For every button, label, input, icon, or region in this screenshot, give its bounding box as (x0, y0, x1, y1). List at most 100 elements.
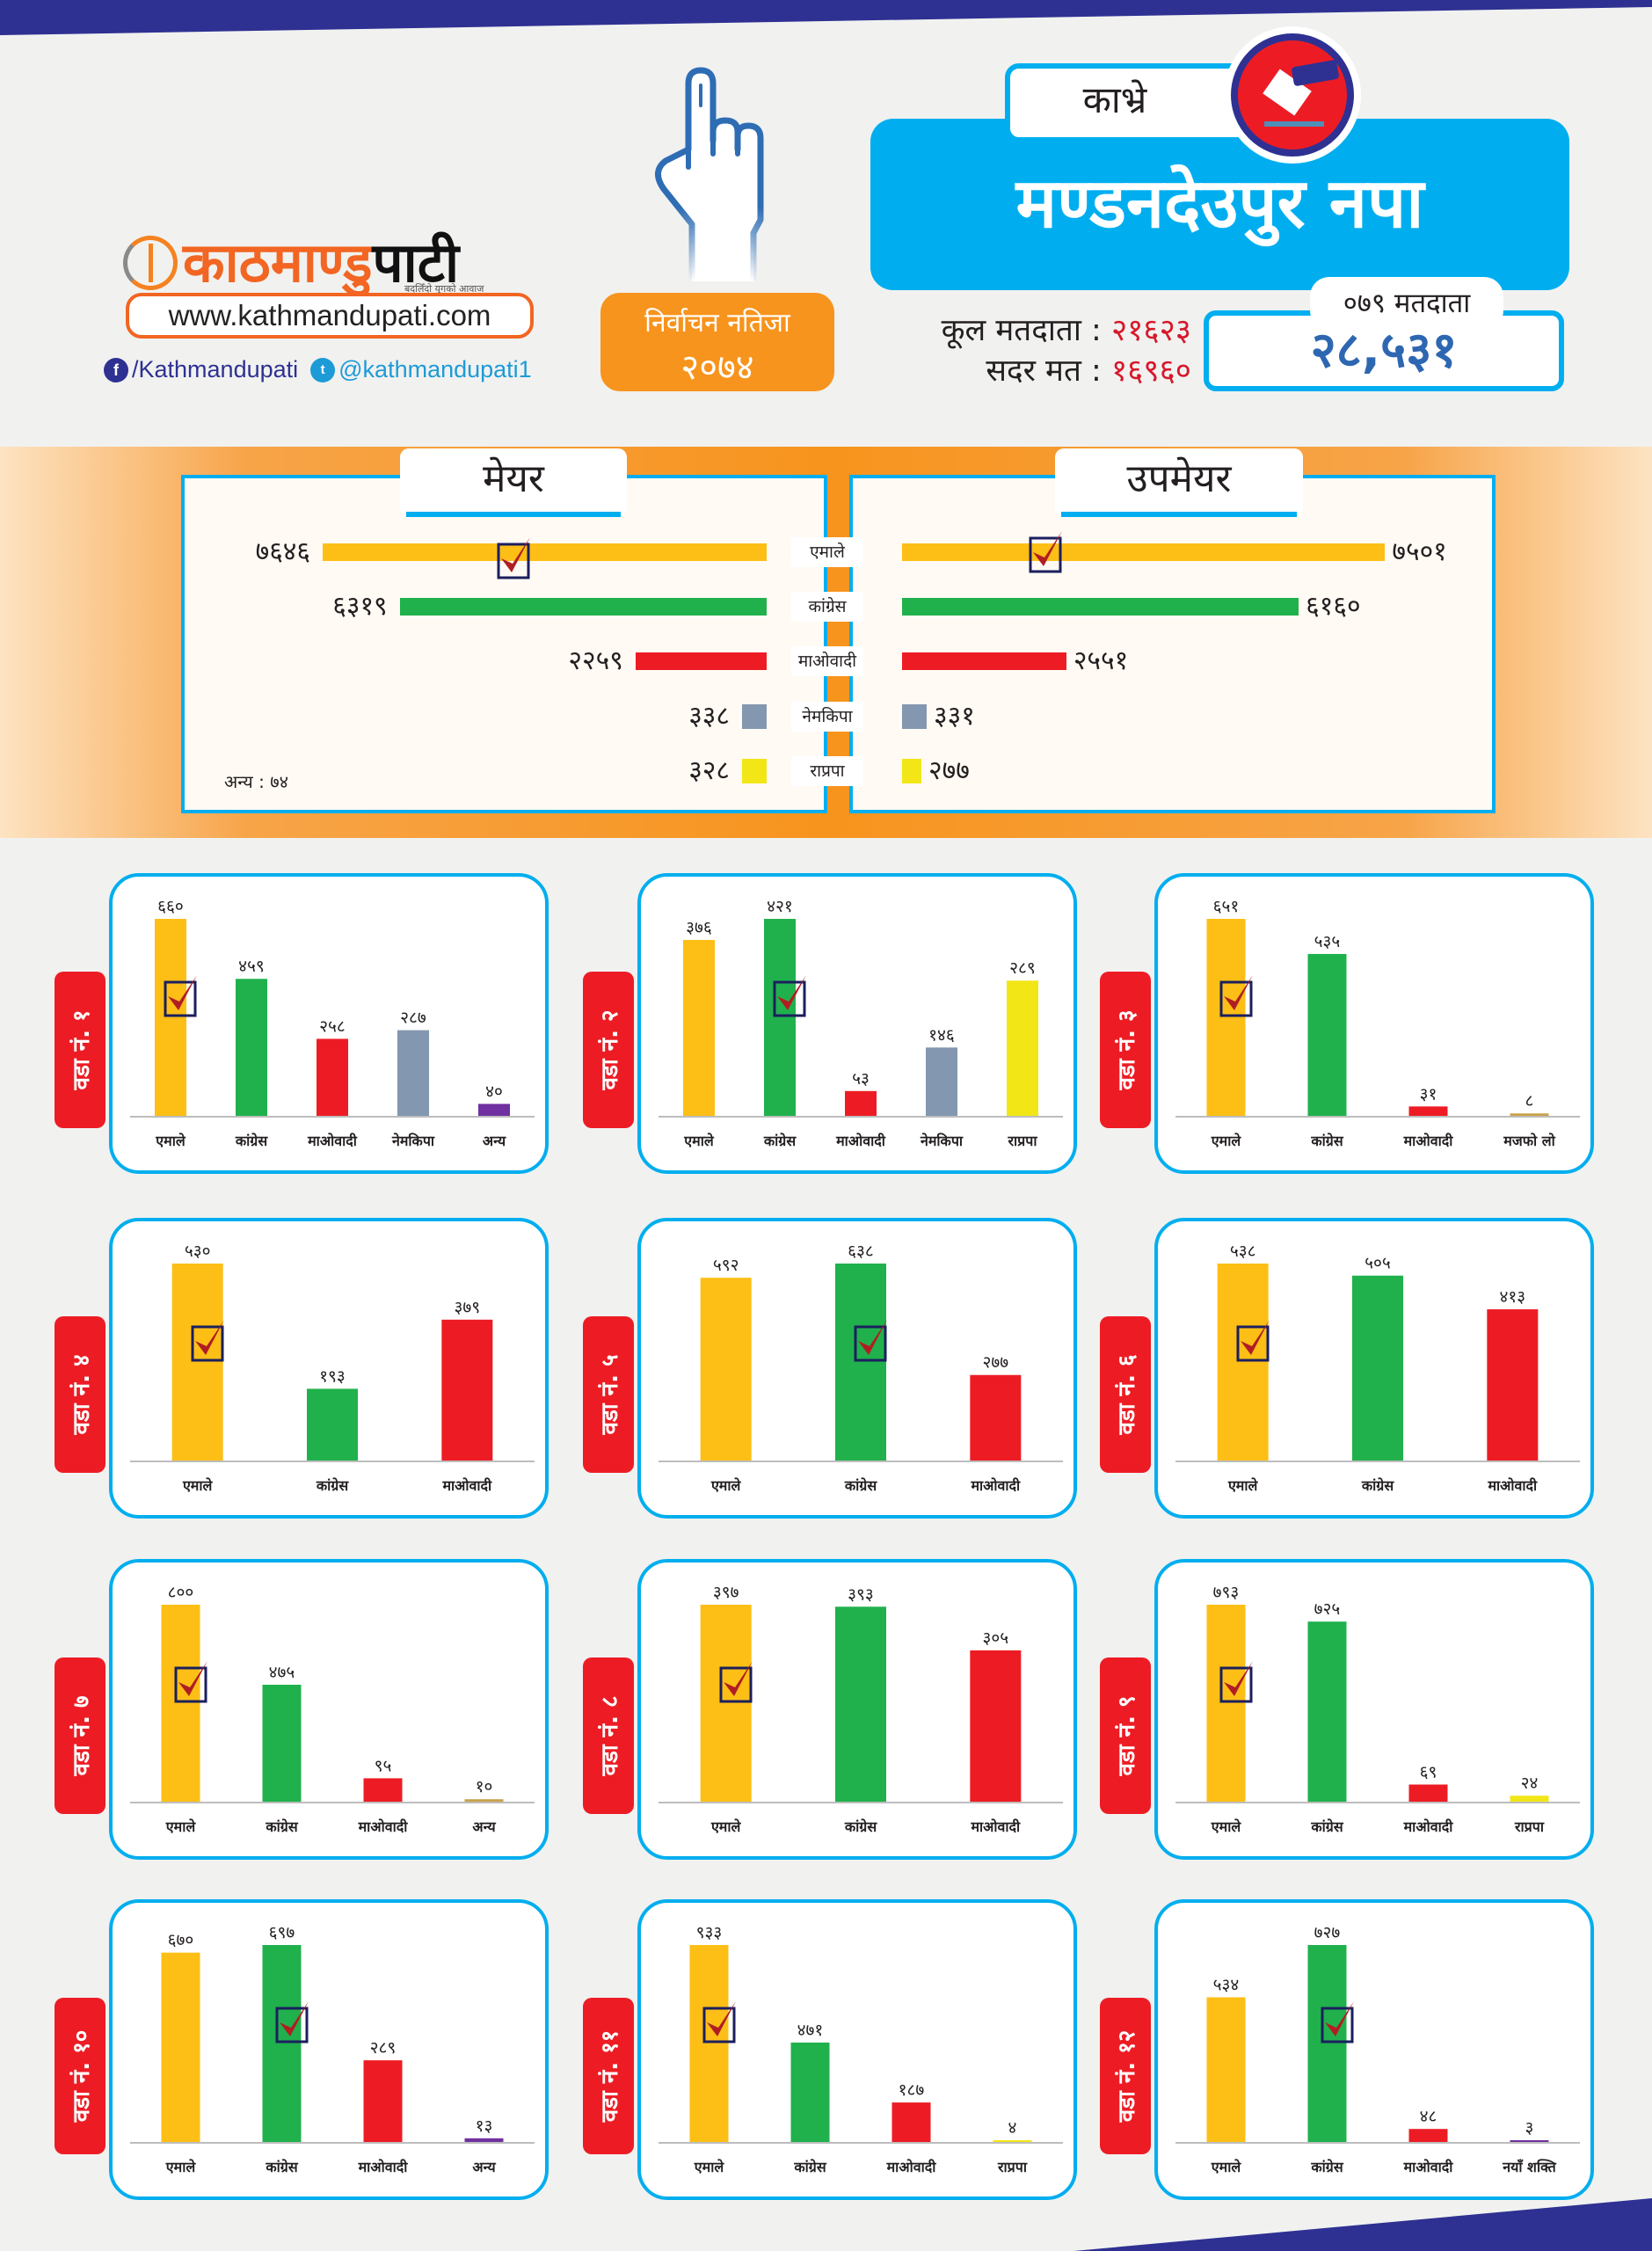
bar (1352, 1275, 1403, 1461)
social-links: f /Kathmandupati t @kathmandupati1 (104, 356, 532, 383)
winner-check-icon (1321, 2001, 1354, 2043)
bar (1510, 2140, 1549, 2142)
bar (1206, 1605, 1246, 1802)
bar (464, 2138, 504, 2142)
ward-card: ५३८ एमाले ५०५ कांग्रेस ४१३ माओवादी (1154, 1218, 1594, 1519)
ward-number-text: वडा नं. ३ (1114, 1009, 1140, 1090)
category-label: मजफो लो (1503, 1133, 1555, 1149)
bar (161, 1605, 200, 1802)
category-label: माओवादी (307, 1133, 358, 1149)
bar (891, 2102, 931, 2142)
category-label: माओवादी (441, 1477, 492, 1494)
ward-number-text: वडा नं. ११ (597, 2029, 623, 2123)
mayor-value-label: ३२८ (688, 755, 730, 786)
bar-value-label: ६३८ (848, 1242, 874, 1261)
ward-number-text: वडा नं. ८ (597, 1695, 623, 1776)
bar (700, 1278, 752, 1461)
bar-value-label: ५३८ (1230, 1242, 1256, 1261)
category-label: एमाले (165, 1818, 197, 1835)
category-label: एमाले (710, 1477, 742, 1494)
ward-number-text: वडा नं. १ (69, 1009, 95, 1090)
bar-value-label: ६९७ (269, 1923, 295, 1942)
party-label: राप्रपा (791, 756, 863, 786)
winner-check-icon (164, 975, 197, 1017)
ward-card: ६५१ एमाले ५३५ कांग्रेस ३१ माओवादी ८ मजफो लो (1154, 873, 1594, 1174)
category-label: माओवादी (1403, 1133, 1454, 1149)
category-label: एमाले (1211, 1133, 1242, 1149)
category-label: कांग्रेस (1361, 1477, 1394, 1494)
bar-value-label: १८७ (899, 2080, 925, 2100)
website-link[interactable]: www.kathmandupati.com (126, 293, 534, 339)
category-label: माओवादी (1487, 1477, 1538, 1494)
deputy-mayor-title: उपमेयर (1055, 448, 1303, 517)
winner-check-icon (1219, 1661, 1253, 1703)
badge-title: निर्वाचन नतिजा (644, 308, 790, 339)
mayor-bar (399, 598, 767, 616)
ward-number-text: वडा नं. ४ (69, 1354, 95, 1435)
bar (835, 1606, 886, 1802)
bar (970, 1374, 1022, 1461)
ward-number-label: वडा नं. १ (55, 972, 106, 1128)
ward-number-text: वडा नं. ७ (69, 1695, 95, 1776)
category-label: एमाले (710, 1818, 742, 1835)
category-label: नेमकिपा (920, 1133, 964, 1149)
party-label: नेमकिपा (791, 702, 863, 732)
category-label: नयाँ शक्ति (1502, 2159, 1556, 2175)
ward-bar-chart: ६५१ एमाले ५३५ कांग्रेस ३१ माओवादी ८ मजफो लो (1175, 897, 1580, 1149)
municipality-title: मण्डनदेउपुर नपा (870, 119, 1569, 290)
category-label: कांग्रेस (793, 2159, 826, 2175)
bar-value-label: ७२७ (1314, 1923, 1341, 1942)
bar (1408, 1784, 1448, 1802)
bar-value-label: ३ (1525, 2118, 1534, 2138)
twitter-link[interactable]: t @kathmandupati1 (310, 356, 532, 383)
bar-value-label: २४ (1521, 1774, 1539, 1793)
bar (161, 1952, 200, 2142)
ward-number-label: वडा नं. ९ (1100, 1657, 1151, 1814)
ward-bar-chart: ७९३ एमाले ७२५ कांग्रेस ६९ माओवादी २४ राप्रपा (1175, 1583, 1580, 1835)
ward-number-label: वडा नं. ८ (583, 1657, 634, 1814)
twitter-handle: @kathmandupati1 (338, 356, 532, 382)
winner-check-icon (854, 1320, 887, 1362)
category-label: कांग्रेस (265, 1818, 298, 1835)
bar (970, 1650, 1022, 1802)
bar-value-label: ५३ (852, 1069, 870, 1089)
bar (790, 2042, 830, 2142)
bar (764, 919, 796, 1116)
bottom-band (1073, 2198, 1652, 2251)
voters-079-label: ०७९ मतदाता (1310, 277, 1503, 330)
ward-number-text: वडा नं. १२ (1114, 2029, 1140, 2123)
valid-votes-row: सदर मत : १६९६० (866, 351, 1191, 391)
valid-votes-label: सदर मत : (986, 353, 1102, 389)
mayor-value-label: ६३१९ (332, 591, 388, 622)
category-label: राप्रपा (1514, 1818, 1545, 1835)
ward-number-text: वडा नं. ५ (597, 1354, 623, 1435)
logo-text-black: पाटी (372, 230, 460, 295)
facebook-link[interactable]: f /Kathmandupati (104, 356, 298, 383)
category-label: अन्य (472, 1818, 496, 1835)
top-band (0, 0, 1652, 35)
category-label: माओवादी (886, 2159, 937, 2175)
ward-card: ६६० एमाले ४५९ कांग्रेस २५८ माओवादी २८७ नेमकिपा ४… (109, 873, 549, 1174)
category-label: एमाले (1211, 1818, 1242, 1835)
ward-bar-chart: ५३० एमाले १९३ कांग्रेस ३७९ माओवादी (130, 1242, 535, 1494)
winner-check-icon (275, 2001, 309, 2043)
party-label: कांग्रेस (791, 592, 863, 622)
bar (1007, 980, 1038, 1116)
ward-number-text: वडा नं. २ (597, 1009, 623, 1090)
mayor-title: मेयर (400, 448, 627, 517)
bar (1510, 1796, 1549, 1802)
category-label: अन्य (483, 1133, 506, 1149)
category-label: कांग्रेस (844, 1477, 877, 1494)
winner-check-icon (1236, 1320, 1270, 1362)
bar (1408, 2129, 1448, 2142)
logo-tagline: बदलिँदो युगको आवाज (404, 283, 484, 295)
bar (478, 1104, 510, 1116)
bar-value-label: ६५१ (1213, 897, 1240, 916)
logo-text-orange: काठमाण्डु (183, 230, 373, 295)
ward-card: ८०० एमाले ४७५ कांग्रेस ९५ माओवादी १० अन्य (109, 1559, 549, 1860)
facebook-icon: f (104, 357, 128, 382)
category-label: एमाले (165, 2159, 197, 2175)
category-label: एमाले (1227, 1477, 1259, 1494)
ward-number-text: वडा नं. १० (69, 2029, 95, 2123)
deputy-mayor-bar (902, 598, 1299, 616)
